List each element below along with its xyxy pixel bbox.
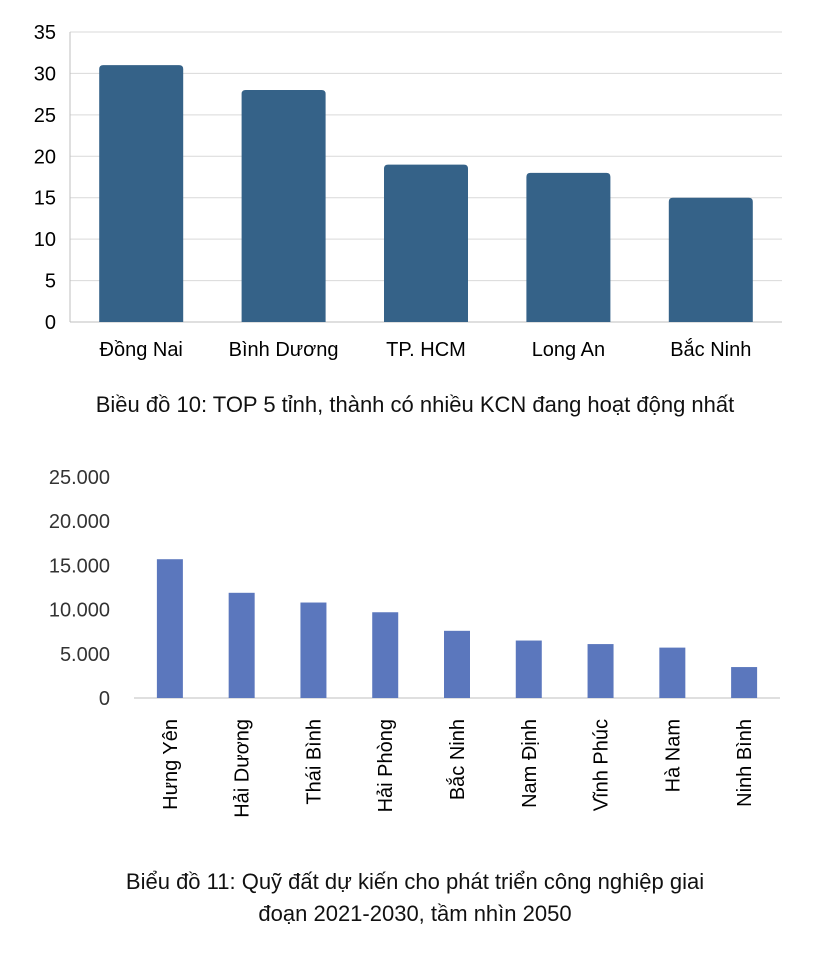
y-tick-label: 15.000 bbox=[49, 555, 110, 577]
bar bbox=[515, 640, 542, 698]
x-tick-label: Long An bbox=[532, 339, 605, 361]
x-tick-label: Ninh Bình bbox=[734, 719, 756, 807]
y-tick-label: 0 bbox=[45, 312, 56, 334]
y-tick-label: 0 bbox=[99, 688, 110, 710]
bar bbox=[156, 559, 183, 698]
bar bbox=[300, 602, 327, 698]
bar bbox=[228, 592, 255, 698]
chart-11-caption-line-1: Biểu đồ 11: Quỹ đất dự kiến cho phát tri… bbox=[125, 869, 705, 894]
bar bbox=[384, 164, 468, 322]
x-tick-label: Thái Bình bbox=[303, 719, 325, 805]
y-tick-label: 15 bbox=[34, 188, 56, 210]
x-tick-label: Hải Phòng bbox=[375, 719, 397, 812]
bar bbox=[241, 90, 326, 322]
y-tick-label: 35 bbox=[34, 22, 56, 44]
bar bbox=[444, 630, 470, 698]
x-tick-label: Bắc Ninh bbox=[670, 338, 751, 361]
y-tick-label: 5.000 bbox=[60, 644, 110, 666]
chart-11-caption: Biểu đồ 11: Quỹ đất dự kiến cho phát tri… bbox=[0, 866, 830, 930]
bar bbox=[659, 647, 686, 698]
x-tick-label: TP. HCM bbox=[386, 339, 466, 361]
y-tick-label: 5 bbox=[45, 271, 56, 293]
x-tick-label: Hưng Yên bbox=[160, 719, 182, 810]
y-tick-label: 20 bbox=[34, 146, 56, 168]
y-tick-label: 10 bbox=[34, 229, 56, 251]
y-tick-label: 25 bbox=[34, 105, 56, 127]
y-tick-label: 30 bbox=[34, 63, 56, 85]
x-tick-label: Bình Dương bbox=[229, 339, 339, 361]
chart-10-caption: Biều đồ 10: TOP 5 tỉnh, thành có nhiều K… bbox=[95, 392, 735, 417]
y-tick-label: 25.000 bbox=[49, 467, 110, 489]
chart-industrial-land-fund: 0 5.000 10.000 15.000 20.000 25.000 Hưng Yên Hả… bbox=[49, 467, 780, 818]
x-tick-label: Hải Dương bbox=[232, 719, 254, 818]
x-tick-label: Vĩnh Phúc bbox=[591, 719, 613, 811]
bar bbox=[526, 172, 611, 322]
chart-top5-provinces: 0 5 10 15 20 25 30 35 Đồng Nai Bình Dương TP. HCM L… bbox=[34, 22, 782, 361]
x-tick-label: Bắc Ninh bbox=[446, 719, 469, 800]
bar bbox=[587, 644, 614, 698]
bar bbox=[372, 612, 399, 698]
bar bbox=[99, 65, 184, 323]
x-tick-label: Đồng Nai bbox=[100, 339, 183, 361]
x-tick-label: Hà Nam bbox=[662, 719, 684, 792]
chart-11-caption-line-2: đoạn 2021-2030, tầm nhìn 2050 bbox=[258, 901, 572, 926]
bar bbox=[731, 667, 758, 698]
y-tick-label: 10.000 bbox=[49, 600, 110, 622]
bar bbox=[668, 197, 753, 322]
x-tick-label: Nam Định bbox=[519, 719, 541, 808]
y-tick-label: 20.000 bbox=[49, 511, 110, 533]
